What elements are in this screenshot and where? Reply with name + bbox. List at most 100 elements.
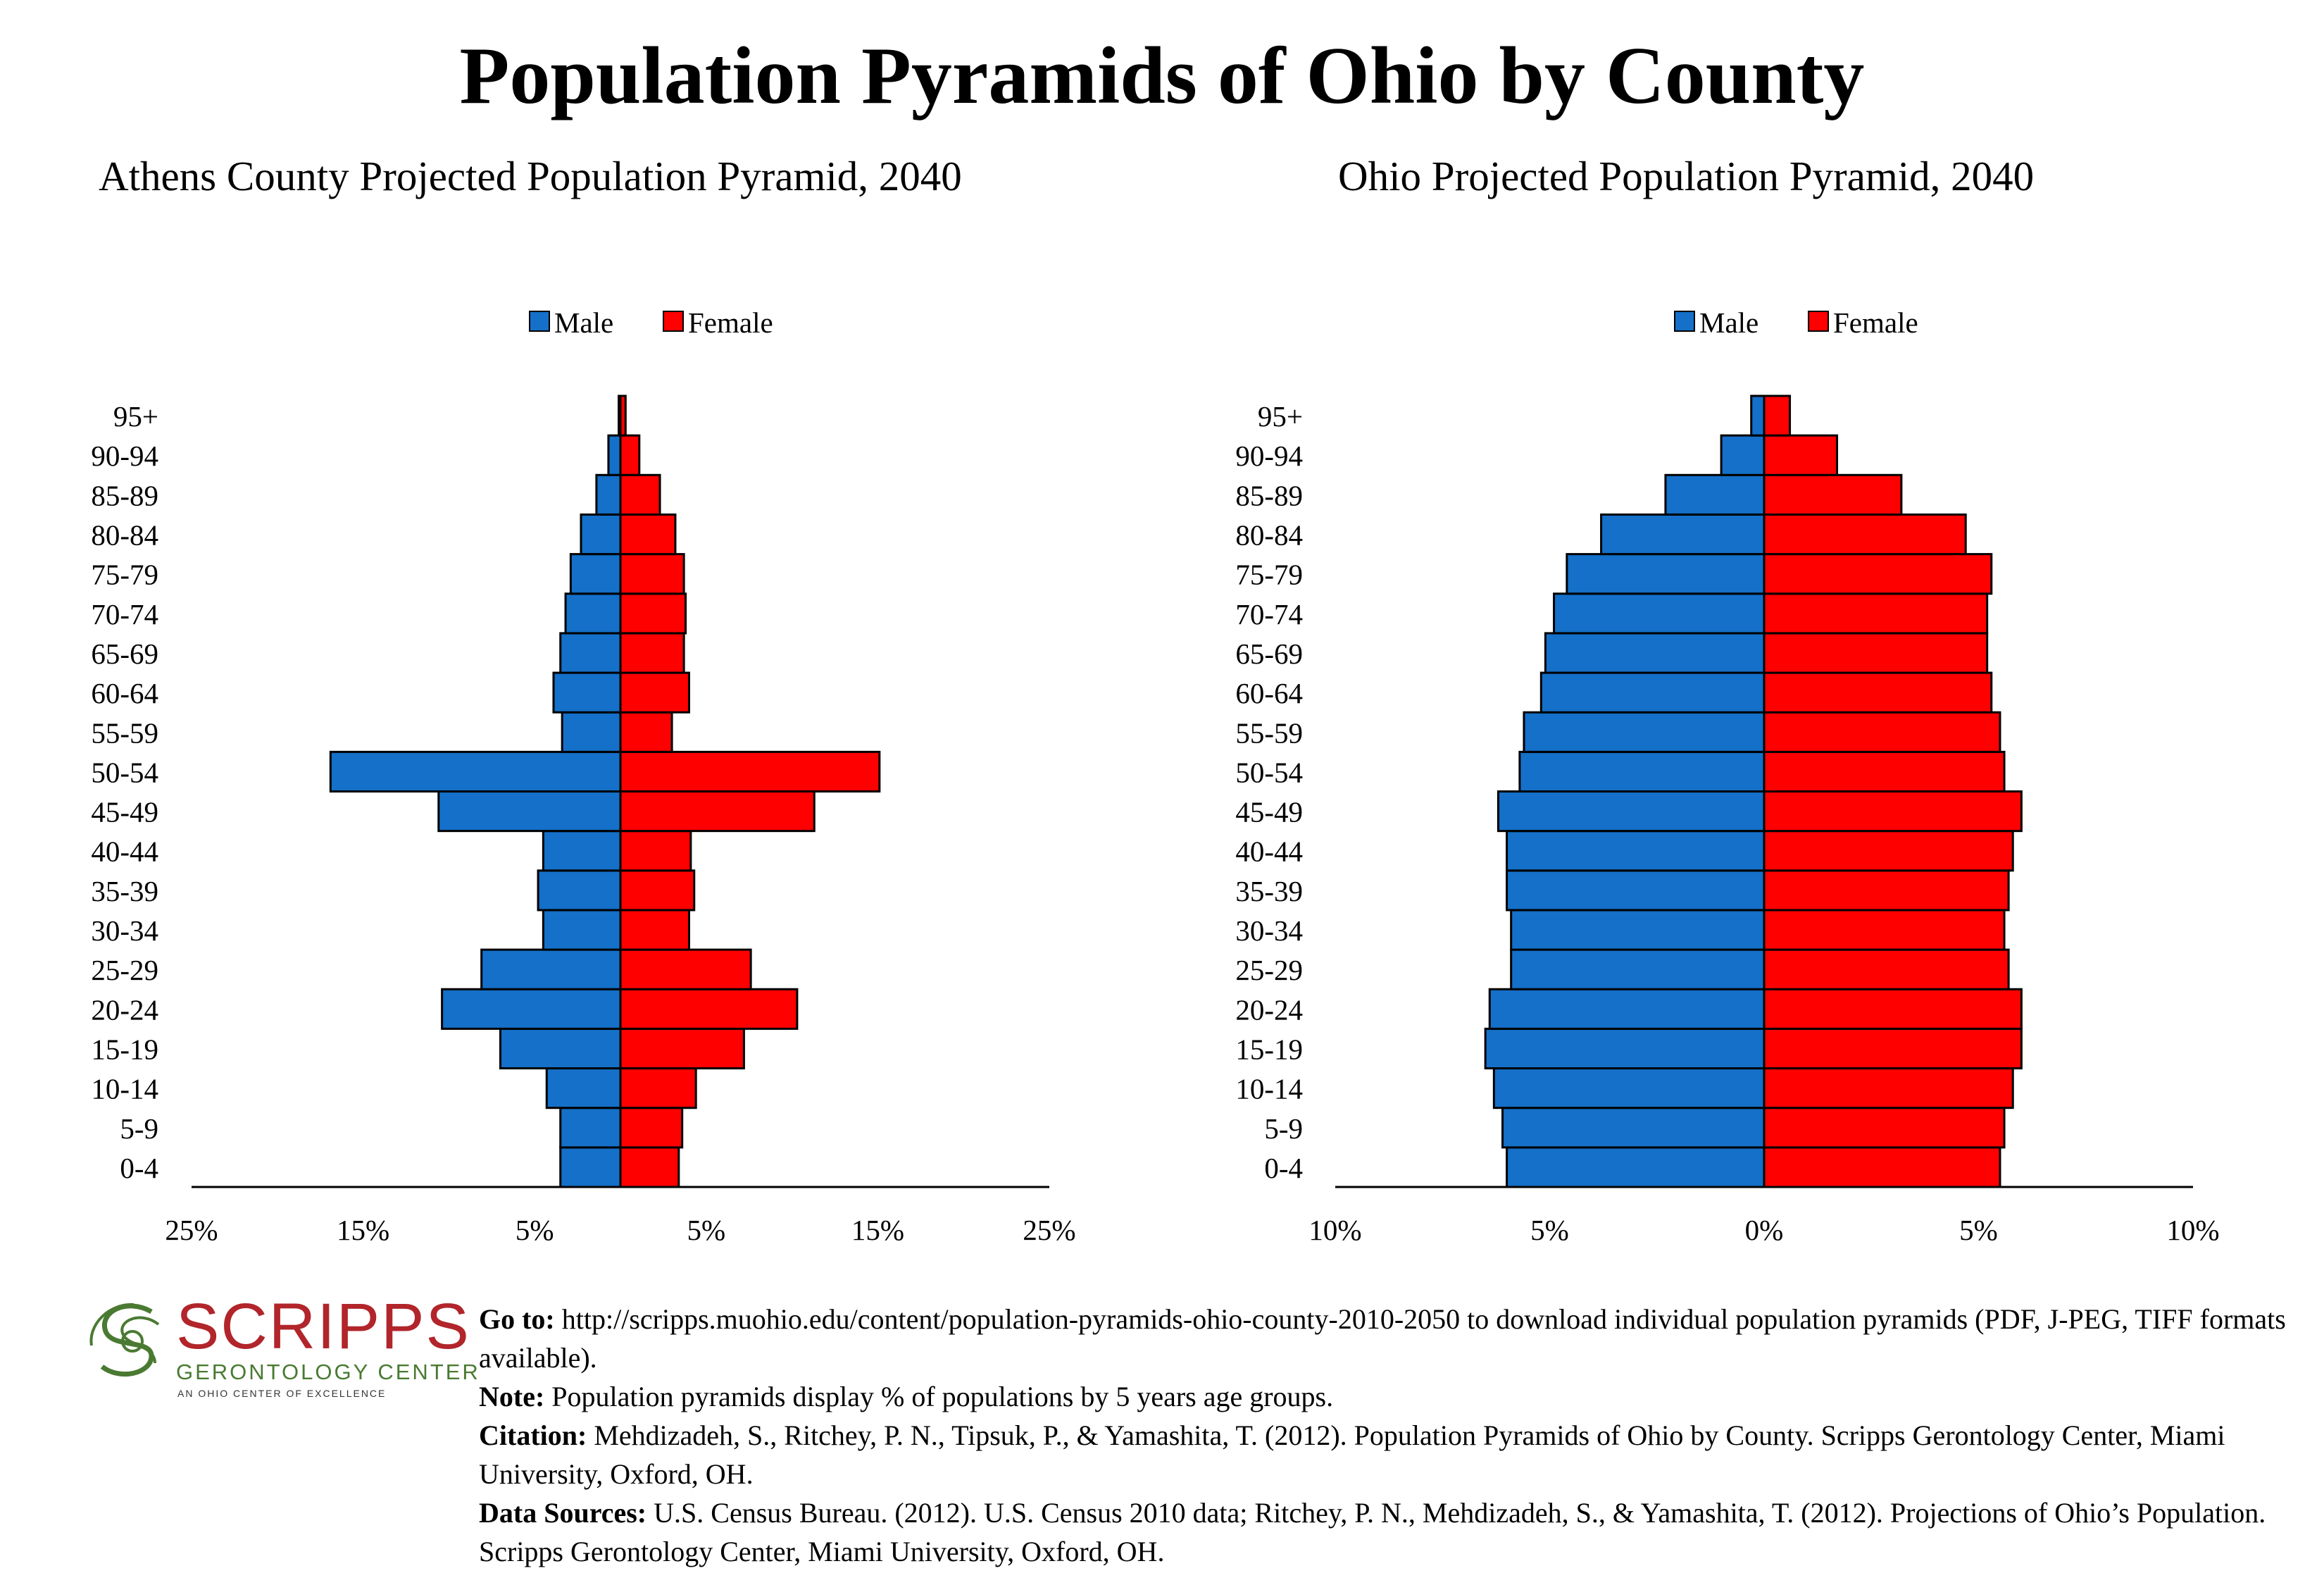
athens-bar-female-40-44 [619, 830, 692, 872]
ohio-age-label: 85-89 [1235, 479, 1303, 511]
page-title: Population Pyramids of Ohio by County [459, 31, 1865, 121]
scripps-swirl-icon [89, 1303, 160, 1377]
ohio-bar-male-30-34 [1510, 909, 1766, 951]
ohio-legend-male-label: Male [1699, 306, 1758, 339]
athens-bar-female-75-79 [619, 553, 685, 595]
ohio-bar-female-75-79 [1763, 553, 1993, 595]
ohio-bar-male-95+ [1750, 394, 1766, 437]
ohio-bar-female-45-49 [1763, 790, 2023, 833]
ohio-x-tick-label: 5% [1530, 1214, 1569, 1246]
note-text: Population pyramids display % of populat… [551, 1381, 1334, 1412]
athens-bar-female-45-49 [619, 790, 816, 833]
ohio-bar-male-10-14 [1492, 1067, 1766, 1110]
athens-age-label: 75-79 [91, 559, 158, 591]
citation-text: Mehdizadeh, S., Ritchey, P. N., Tipsuk, … [479, 1419, 2225, 1490]
athens-bar-female-25-29 [619, 948, 752, 990]
athens-age-label: 5-9 [120, 1112, 158, 1145]
ohio-bar-female-80-84 [1763, 513, 1967, 556]
ohio-bar-male-80-84 [1600, 513, 1766, 556]
ohio-pyramid-chart: 0-4 5-9 10-14 15-19 20-24 25-29 30-34 35-39 40-4… [1235, 306, 2219, 1246]
athens-age-label: 70-74 [91, 598, 158, 630]
athens-chart-title: Athens County Projected Population Pyram… [99, 153, 962, 199]
footer-notes: Go to: http://scripps.muohio.edu/content… [479, 1300, 2310, 1571]
ohio-age-label: 45-49 [1235, 796, 1303, 828]
athens-x-tick-label: 15% [851, 1214, 904, 1246]
athens-bar-female-80-84 [619, 513, 677, 556]
ohio-legend-male-swatch [1674, 311, 1695, 332]
scripps-logo: SCRIPPS GERONTOLOGY CENTER AN OHIO CENTE… [85, 1291, 478, 1402]
ohio-bar-male-60-64 [1539, 671, 1766, 714]
ohio-bar-female-20-24 [1763, 988, 2023, 1030]
logo-subtitle: GERONTOLOGY CENTER [176, 1360, 480, 1384]
ohio-bar-male-70-74 [1553, 592, 1766, 635]
citation-label: Citation: [479, 1419, 587, 1451]
athens-age-label: 50-54 [91, 756, 158, 788]
ohio-bar-female-55-59 [1763, 711, 2001, 753]
ohio-bar-male-40-44 [1506, 830, 1766, 872]
athens-age-label: 55-59 [91, 716, 158, 749]
athens-x-tick-label: 15% [337, 1214, 389, 1246]
ohio-age-label: 50-54 [1235, 756, 1303, 788]
ohio-bar-male-35-39 [1506, 869, 1766, 912]
athens-legend-male-label: Male [554, 306, 613, 339]
ohio-age-label: 30-34 [1235, 914, 1303, 947]
athens-legend-male-swatch [529, 311, 550, 332]
ohio-age-label: 25-29 [1235, 954, 1303, 986]
athens-pyramid-chart: 0-4 5-9 10-14 15-19 20-24 25-29 30-34 35-39 40-4… [91, 306, 1075, 1246]
ohio-bar-male-5-9 [1501, 1107, 1766, 1149]
sources-line: Data Sources: U.S. Census Bureau. (2012)… [479, 1493, 2310, 1571]
ohio-bar-female-65-69 [1763, 632, 1989, 674]
ohio-bar-female-40-44 [1763, 830, 2014, 872]
ohio-bar-male-85-89 [1664, 473, 1766, 516]
ohio-bar-female-30-34 [1763, 909, 2006, 951]
athens-age-label: 95+ [113, 400, 158, 433]
athens-x-tick-label: 5% [687, 1214, 725, 1246]
ohio-age-label: 5-9 [1264, 1112, 1303, 1145]
athens-bar-female-90-94 [619, 434, 641, 476]
athens-age-label: 30-34 [91, 914, 158, 947]
athens-age-label: 25-29 [91, 954, 158, 986]
athens-bar-female-60-64 [619, 671, 690, 714]
ohio-age-label: 90-94 [1235, 440, 1303, 472]
ohio-bar-male-45-49 [1497, 790, 1766, 833]
athens-bar-female-50-54 [619, 750, 881, 792]
citation-line: Citation: Mehdizadeh, S., Ritchey, P. N.… [479, 1416, 2310, 1493]
athens-bar-male-20-24 [441, 988, 622, 1030]
ohio-bar-female-70-74 [1763, 592, 1989, 635]
athens-bar-male-30-34 [542, 909, 622, 951]
ohio-age-label: 55-59 [1235, 716, 1303, 749]
ohio-age-label: 95+ [1258, 400, 1303, 433]
athens-age-label: 90-94 [91, 440, 158, 472]
athens-bar-female-20-24 [619, 988, 799, 1030]
goto-label: Go to: [479, 1303, 555, 1335]
athens-age-label: 15-19 [91, 1033, 158, 1065]
ohio-bar-male-0-4 [1506, 1146, 1766, 1188]
athens-age-label: 35-39 [91, 875, 158, 907]
athens-x-tick-label: 25% [165, 1214, 218, 1246]
athens-age-label: 20-24 [91, 993, 158, 1026]
goto-line: Go to: http://scripps.muohio.edu/content… [479, 1300, 2310, 1377]
ohio-chart-title: Ohio Projected Population Pyramid, 2040 [1338, 153, 2035, 199]
logo-tagline: AN OHIO CENTER OF EXCELLENCE [177, 1388, 387, 1399]
ohio-bar-male-75-79 [1566, 553, 1766, 595]
ohio-legend-female-label: Female [1833, 306, 1918, 339]
athens-x-tick-label: 5% [516, 1214, 554, 1246]
ohio-bar-male-20-24 [1488, 988, 1766, 1030]
ohio-age-label: 10-14 [1235, 1073, 1303, 1105]
athens-x-tick-label: 25% [1023, 1214, 1075, 1246]
ohio-age-label: 75-79 [1235, 559, 1303, 591]
ohio-age-label: 80-84 [1235, 519, 1303, 552]
ohio-x-tick-label: 10% [2166, 1214, 2219, 1246]
ohio-age-label: 70-74 [1235, 598, 1303, 630]
athens-bar-male-35-39 [537, 869, 622, 912]
note-label: Note: [479, 1381, 545, 1412]
athens-bar-female-95+ [619, 394, 627, 437]
ohio-bar-male-55-59 [1523, 711, 1766, 753]
ohio-bar-male-65-69 [1544, 632, 1766, 674]
athens-age-label: 0-4 [120, 1152, 158, 1184]
athens-bar-male-45-49 [437, 790, 622, 833]
ohio-bar-female-15-19 [1763, 1027, 2023, 1070]
ohio-age-label: 35-39 [1235, 875, 1303, 907]
ohio-bar-female-90-94 [1763, 434, 1839, 476]
ohio-bar-male-90-94 [1720, 434, 1766, 476]
